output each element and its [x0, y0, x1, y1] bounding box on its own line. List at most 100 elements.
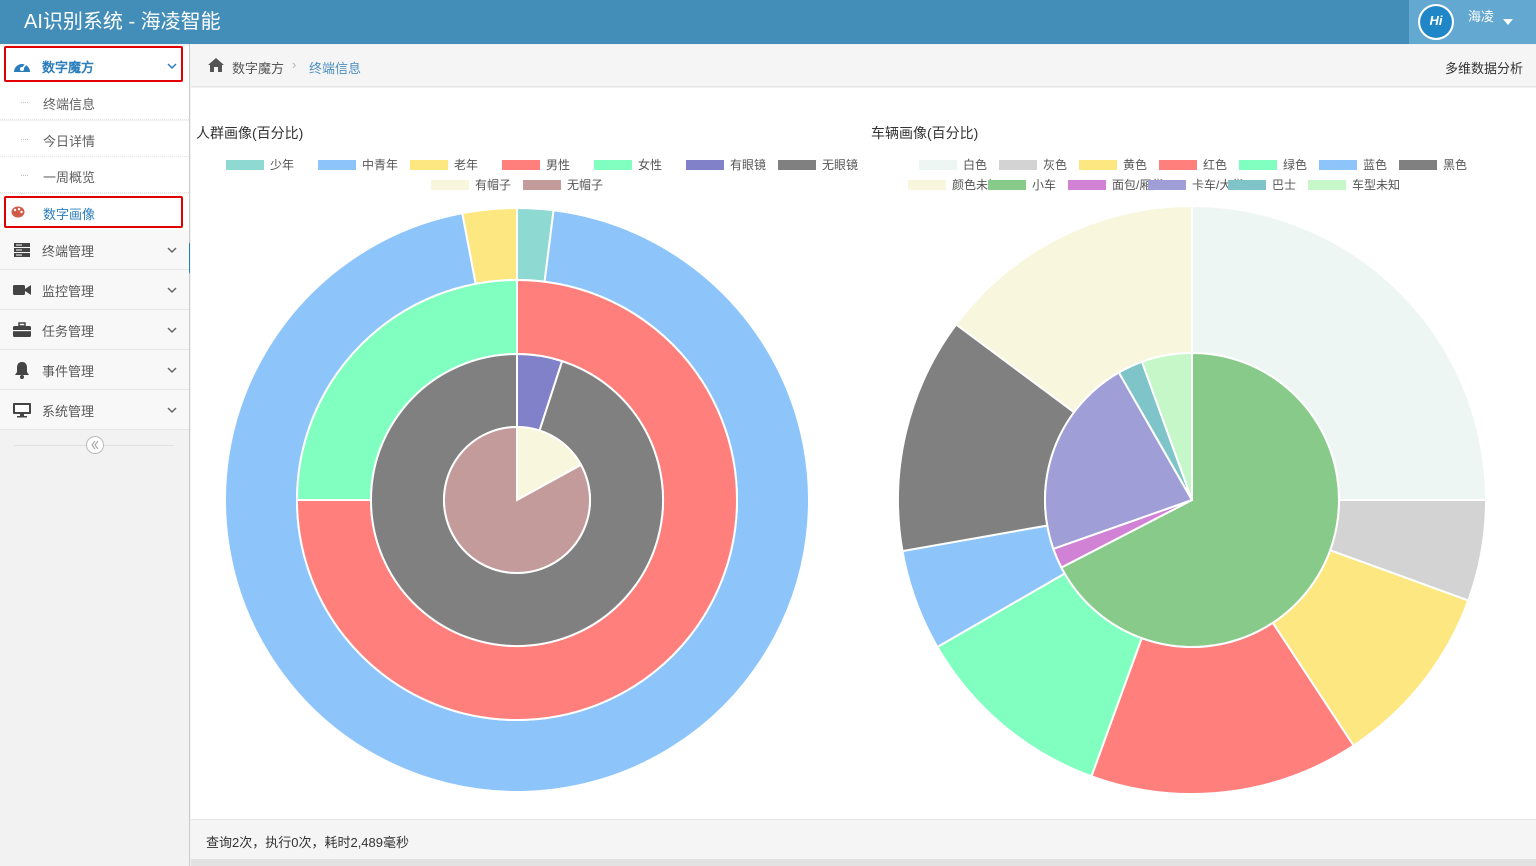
submenu-label: 一周概览: [43, 170, 96, 185]
legend-item[interactable]: 有眼镜: [686, 157, 766, 172]
submenu-label: 数字画像: [43, 207, 96, 222]
sidebar-subitem-terminal-info[interactable]: 终端信息: [0, 84, 189, 120]
sidebar-item-system-management[interactable]: 系统管理: [0, 390, 189, 430]
sidebar-subitem-today-details[interactable]: 今日详情: [0, 121, 189, 157]
chevron-down-icon: [167, 407, 177, 414]
sidebar-subitem-digital-portrait[interactable]: 数字画像: [0, 194, 189, 232]
dashboard-icon: [14, 63, 30, 72]
legend-swatch: [686, 160, 724, 170]
chart-title: 车辆画像(百分比): [871, 125, 978, 141]
bell-icon: [15, 362, 29, 379]
legend-swatch: [919, 160, 957, 170]
pie-slice[interactable]: [1044, 371, 1194, 551]
pie-slice[interactable]: [516, 425, 583, 502]
legend-item[interactable]: 白色: [919, 157, 987, 172]
legend-item[interactable]: 无帽子: [523, 177, 603, 192]
legend-swatch: [1159, 160, 1197, 170]
sidebar-item-label: 监控管理: [42, 284, 95, 299]
legend-swatch: [594, 160, 632, 170]
breadcrumb-separator: ›: [292, 57, 297, 72]
sidebar-item-label: 事件管理: [42, 364, 95, 379]
legend-swatch: [1319, 160, 1357, 170]
legend-swatch: [410, 160, 448, 170]
legend-item[interactable]: 黑色: [1399, 158, 1467, 172]
legend-item[interactable]: 蓝色: [1319, 158, 1387, 172]
sidebar-item-terminal-management[interactable]: 终端管理: [0, 230, 189, 270]
user-avatar[interactable]: Hi: [1418, 4, 1454, 40]
legend-item[interactable]: 中青年: [318, 157, 398, 172]
breadcrumb-item[interactable]: 数字魔方: [232, 61, 285, 76]
sidebar-item-label: 数字魔方: [42, 60, 95, 75]
main-content: 人群画像(百分比) 少年 中青年 老年 男性 女性 有眼镜 无眼镜有帽子 无帽子 车辆画像(百…: [191, 88, 1536, 819]
legend-item[interactable]: 车型未知: [1308, 177, 1400, 192]
palette-icon: [11, 206, 25, 218]
legend-swatch: [988, 180, 1026, 190]
legend-label: 女性: [638, 157, 662, 172]
highlight-box: [4, 196, 183, 228]
legend-swatch: [318, 160, 356, 170]
legend-swatch: [1079, 160, 1117, 170]
home-icon[interactable]: [207, 57, 225, 73]
legend-item[interactable]: 红色: [1159, 157, 1227, 172]
multi-dimension-analysis-link[interactable]: 多维数据分析: [1444, 61, 1523, 76]
sidebar-item-label: 任务管理: [42, 324, 95, 339]
legend-label: 老年: [454, 158, 478, 172]
sidebar-collapse-button[interactable]: [86, 436, 104, 454]
legend-item[interactable]: 男性: [502, 158, 570, 172]
legend-item[interactable]: 颜色未知: [908, 177, 1000, 192]
legend-swatch: [1148, 180, 1186, 190]
legend-item[interactable]: 有帽子: [431, 177, 511, 192]
legend-label: 小车: [1032, 177, 1056, 192]
caret-down-icon[interactable]: [1503, 19, 1513, 25]
legend-item[interactable]: 少年: [226, 158, 294, 172]
double-chevron-left-icon: [91, 440, 99, 450]
app-title[interactable]: AI识别系统 - 海凌智能: [24, 11, 221, 33]
pie-slice[interactable]: [1140, 351, 1193, 501]
pie-slice[interactable]: [443, 425, 591, 574]
legend-label: 蓝色: [1363, 158, 1387, 172]
legend-item[interactable]: 巴士: [1228, 178, 1296, 192]
legend-swatch: [431, 180, 469, 190]
legend-label: 无眼镜: [822, 157, 858, 172]
sidebar-subitem-week-overview[interactable]: 一周概览: [0, 157, 189, 193]
legend-item[interactable]: 灰色: [999, 158, 1067, 172]
sidebar-item-event-management[interactable]: 事件管理: [0, 350, 189, 390]
legend-item[interactable]: 小车: [988, 177, 1056, 192]
sidebar-item-monitor-management[interactable]: 监控管理: [0, 270, 189, 310]
legend-swatch: [226, 160, 264, 170]
submenu-label: 今日详情: [43, 134, 96, 149]
monitor-icon: [13, 403, 31, 418]
user-name[interactable]: 海凌: [1468, 9, 1495, 24]
sidebar-item-label: 系统管理: [42, 404, 95, 419]
legend-swatch: [1239, 160, 1277, 170]
chart-title: 人群画像(百分比): [196, 125, 303, 141]
pie-slice[interactable]: [1060, 351, 1340, 648]
legend-item[interactable]: 老年: [410, 158, 478, 172]
breadcrumb-item[interactable]: 终端信息: [309, 61, 362, 76]
legend-item[interactable]: 黄色: [1079, 158, 1147, 172]
sidebar-item-digital-cube[interactable]: 数字魔方: [0, 46, 189, 86]
legend-label: 黑色: [1443, 158, 1467, 172]
footer: 查询2次，执行0次，耗时2,489毫秒: [191, 819, 1536, 859]
legend-label: 有眼镜: [730, 157, 766, 172]
legend-swatch: [908, 180, 946, 190]
legend-swatch: [1228, 180, 1266, 190]
legend-item[interactable]: 绿色: [1239, 157, 1307, 172]
legend-item[interactable]: 无眼镜: [778, 157, 858, 172]
legend-label: 白色: [963, 157, 987, 172]
chevron-down-icon: [167, 367, 177, 374]
legend-item[interactable]: 女性: [594, 157, 662, 172]
user-menu[interactable]: Hi 海凌: [1409, 0, 1536, 44]
sidebar-item-task-management[interactable]: 任务管理: [0, 310, 189, 350]
chevron-down-icon: [167, 327, 177, 334]
video-camera-icon: [13, 285, 31, 295]
legend-swatch: [502, 160, 540, 170]
chevron-down-icon: [167, 63, 177, 70]
chart-rings: [224, 206, 810, 793]
top-navbar: AI识别系统 - 海凌智能 Hi 海凌: [0, 0, 1536, 44]
legend-label: 有帽子: [475, 177, 511, 192]
chart-rings: [897, 204, 1488, 795]
